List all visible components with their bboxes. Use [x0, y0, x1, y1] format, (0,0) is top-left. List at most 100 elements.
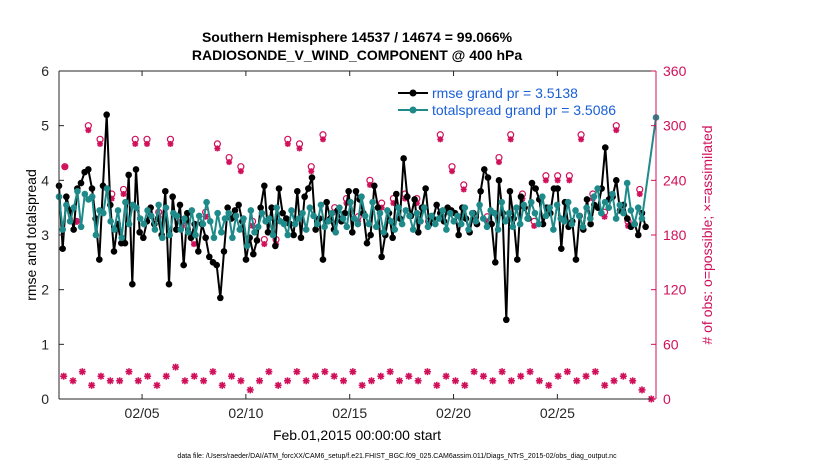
obs-assimilated-marker [554, 177, 561, 184]
legend-rmse-marker [409, 89, 417, 97]
obs-assimilated-marker [423, 368, 431, 376]
totalspread-point [424, 223, 432, 231]
rmse-point [195, 248, 202, 255]
legend-spread-marker [409, 106, 417, 114]
rmse-point [96, 256, 103, 263]
rmse-point [484, 174, 492, 181]
totalspread-point [325, 218, 332, 225]
totalspread-point [583, 204, 590, 211]
totalspread-point [468, 209, 476, 217]
rmse-point [59, 245, 66, 252]
totalspread-point [391, 226, 399, 233]
obs-assimilated-marker [214, 145, 221, 152]
totalspread-point [225, 209, 233, 217]
x-tick-label: 02/05 [125, 405, 160, 421]
rmse-point [455, 231, 462, 239]
y-tick-label-left: 4 [41, 172, 49, 188]
totalspread-point [122, 198, 129, 206]
obs-assimilated-marker [60, 372, 68, 380]
totalspread-point [550, 226, 557, 233]
rmse-point [63, 193, 70, 201]
totalspread-point [291, 220, 299, 228]
totalspread-point [428, 212, 435, 220]
rmse-point [480, 166, 488, 173]
obs-assimilated-marker [167, 140, 174, 147]
obs-assimilated-marker [358, 381, 366, 389]
rmse-point [213, 261, 220, 269]
rmse-point [235, 201, 242, 209]
totalspread-point [173, 212, 181, 220]
obs-assimilated-marker [246, 386, 254, 394]
obs-assimilated-marker [437, 136, 444, 143]
totalspread-point [151, 226, 159, 233]
rmse-point [77, 179, 85, 187]
totalspread-point [321, 223, 328, 231]
totalspread-point [572, 207, 579, 214]
totalspread-point [343, 223, 351, 231]
totalspread-point [376, 209, 384, 217]
totalspread-point [372, 223, 380, 231]
totalspread-point [125, 220, 133, 228]
rmse-point [202, 234, 209, 242]
rmse-point [345, 187, 352, 195]
obs-assimilated-marker [340, 377, 348, 385]
series-layer [55, 111, 660, 324]
totalspread-point [199, 220, 207, 228]
y-tick-label-right: 180 [663, 227, 687, 243]
obs-assimilated-marker [582, 372, 590, 380]
rmse-point [165, 280, 173, 288]
totalspread-point [103, 185, 111, 192]
rmse-point [422, 185, 429, 192]
totalspread-point [288, 207, 295, 214]
obs-assimilated-marker [61, 163, 68, 170]
totalspread-point [454, 212, 461, 220]
rmse-point [250, 250, 257, 258]
obs-assimilated-marker [367, 377, 375, 385]
obs-assimilated-marker [566, 177, 573, 184]
obs-assimilated-marker [181, 377, 189, 385]
totalspread-point [70, 204, 78, 211]
totalspread-point [284, 231, 292, 239]
obs-assimilated-marker [489, 377, 497, 385]
totalspread-point [221, 215, 229, 222]
totalspread-point [564, 198, 572, 206]
rmse-point [220, 248, 228, 255]
rmse-point [217, 294, 224, 302]
obs-assimilated-marker [284, 140, 291, 147]
rmse-point [393, 190, 400, 198]
rmse-point [70, 226, 77, 233]
totalspread-point [601, 198, 609, 206]
y-tick-label-left: 5 [41, 118, 49, 134]
totalspread-point [417, 218, 424, 225]
obs-assimilated-marker [495, 159, 502, 166]
totalspread-point [332, 228, 340, 236]
totalspread-point [317, 201, 325, 209]
totalspread-point [524, 215, 531, 222]
rmse-point [275, 185, 283, 192]
rmse-point [231, 207, 239, 214]
rmse-point [253, 237, 261, 244]
obs-assimilated-marker [106, 377, 114, 385]
obs-assimilated-marker [629, 377, 637, 385]
rmse-point [88, 185, 96, 192]
y-tick-label-left: 2 [41, 282, 49, 298]
obs-assimilated-marker [125, 368, 133, 376]
rmse-point [378, 253, 385, 261]
y-tick-label-right: 120 [663, 282, 687, 298]
totalspread-point [457, 220, 465, 228]
totalspread-point [214, 209, 221, 217]
rmse-point [312, 226, 319, 233]
chart-title-line2: RADIOSONDE_V_WIND_COMPONENT @ 400 hPa [192, 47, 522, 63]
totalspread-point [539, 193, 546, 201]
totalspread-point [502, 218, 509, 225]
obs-assimilated-marker [330, 372, 338, 380]
totalspread-point [542, 212, 550, 220]
totalspread-point [265, 215, 273, 222]
totalspread-point [203, 198, 210, 206]
obs-assimilated-marker [349, 368, 357, 376]
rmse-point [261, 182, 268, 190]
y-tick-label-left: 6 [41, 63, 49, 79]
rmse-point [411, 196, 418, 203]
rmse-point [224, 204, 231, 211]
totalspread-point [111, 226, 118, 233]
